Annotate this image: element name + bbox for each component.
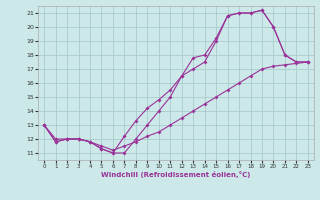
X-axis label: Windchill (Refroidissement éolien,°C): Windchill (Refroidissement éolien,°C) — [101, 171, 251, 178]
